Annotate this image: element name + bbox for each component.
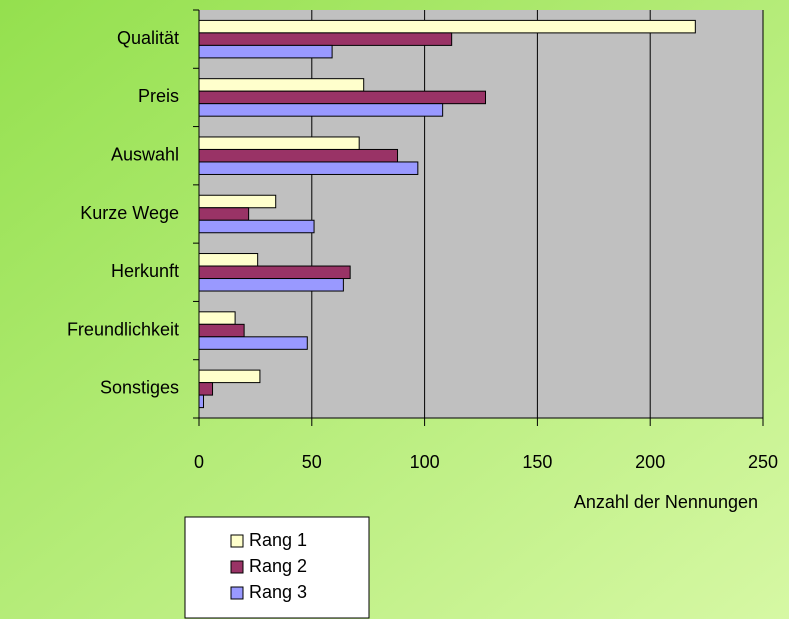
bar xyxy=(198,90,487,105)
legend-label: Rang 3 xyxy=(249,582,307,602)
bar xyxy=(198,32,453,46)
bar xyxy=(198,278,344,292)
legend-swatch xyxy=(230,586,244,600)
x-tick-label: 100 xyxy=(410,452,440,472)
bar xyxy=(198,394,205,409)
plot-area xyxy=(199,10,763,418)
x-tick-label: 250 xyxy=(748,452,778,472)
y-tick-label: Freundlichkeit xyxy=(67,319,179,339)
bar xyxy=(198,44,333,59)
bar xyxy=(198,311,236,325)
y-tick-label: Herkunft xyxy=(111,261,179,281)
bar xyxy=(198,253,259,267)
bar xyxy=(198,161,419,175)
x-tick-label: 0 xyxy=(194,452,204,472)
y-tick-label: Preis xyxy=(138,86,179,106)
legend-swatch xyxy=(230,560,244,574)
bar xyxy=(198,136,360,150)
legend-label: Rang 1 xyxy=(249,530,307,550)
bar xyxy=(198,382,214,396)
bar xyxy=(198,194,277,209)
x-axis-label: Anzahl der Nennungen xyxy=(574,492,758,512)
legend-box xyxy=(184,516,370,619)
bar xyxy=(198,265,351,280)
x-tick-label: 200 xyxy=(635,452,665,472)
bar xyxy=(198,219,315,234)
legend-swatch xyxy=(230,534,244,548)
bar xyxy=(198,148,399,163)
bar xyxy=(198,19,696,34)
bar xyxy=(198,336,308,350)
y-tick-label: Auswahl xyxy=(111,144,179,164)
y-tick-label: Sonstiges xyxy=(100,378,179,398)
x-tick-label: 150 xyxy=(522,452,552,472)
bar xyxy=(198,207,250,221)
bar xyxy=(198,78,365,92)
bar xyxy=(198,323,245,338)
legend-label: Rang 2 xyxy=(249,556,307,576)
bar xyxy=(198,369,261,384)
y-tick-label: Qualität xyxy=(117,28,179,48)
x-tick-label: 50 xyxy=(302,452,322,472)
bar xyxy=(198,103,444,117)
y-tick-label: Kurze Wege xyxy=(80,203,179,223)
